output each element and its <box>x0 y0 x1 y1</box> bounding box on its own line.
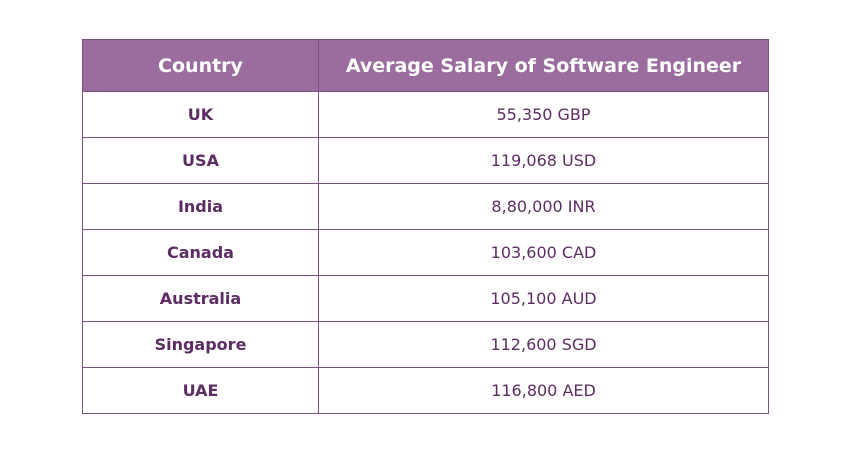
table-row: UAE 116,800 AED <box>82 367 769 414</box>
table-row: India 8,80,000 INR <box>82 183 769 230</box>
salary-cell: 8,80,000 INR <box>318 183 769 230</box>
salary-cell: 55,350 GBP <box>318 91 769 138</box>
salary-table: Country Average Salary of Software Engin… <box>82 39 769 414</box>
table-row: USA 119,068 USD <box>82 137 769 184</box>
country-cell: Singapore <box>82 321 319 368</box>
table-row: Australia 105,100 AUD <box>82 275 769 322</box>
salary-cell: 103,600 CAD <box>318 229 769 276</box>
salary-cell: 105,100 AUD <box>318 275 769 322</box>
salary-cell: 119,068 USD <box>318 137 769 184</box>
salary-table-container: Country Average Salary of Software Engin… <box>82 39 769 414</box>
country-cell: USA <box>82 137 319 184</box>
table-row: Canada 103,600 CAD <box>82 229 769 276</box>
country-cell: Canada <box>82 229 319 276</box>
header-country: Country <box>82 39 319 92</box>
table-row: Singapore 112,600 SGD <box>82 321 769 368</box>
country-cell: UK <box>82 91 319 138</box>
table-row: UK 55,350 GBP <box>82 91 769 138</box>
country-cell: UAE <box>82 367 319 414</box>
country-cell: Australia <box>82 275 319 322</box>
table-header-row: Country Average Salary of Software Engin… <box>82 39 769 92</box>
salary-cell: 112,600 SGD <box>318 321 769 368</box>
salary-cell: 116,800 AED <box>318 367 769 414</box>
header-average-salary: Average Salary of Software Engineer <box>318 39 769 92</box>
country-cell: India <box>82 183 319 230</box>
